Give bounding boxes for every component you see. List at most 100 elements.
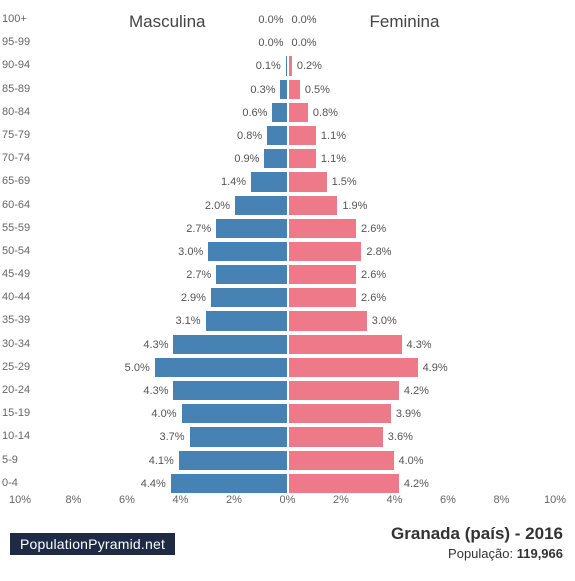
population-value: 119,966 [517, 546, 563, 561]
population-label: População: [448, 546, 517, 561]
pyramid-row: 55-592.7%2.6% [20, 217, 555, 240]
male-value: 4.4% [141, 478, 166, 490]
x-axis: 10%8%6%4%2%0%2%4%6%8%10% [20, 494, 555, 508]
female-bar[interactable] [288, 310, 368, 331]
female-bar[interactable] [288, 32, 290, 53]
population-line: População: 119,966 [391, 546, 563, 561]
male-value: 2.7% [186, 269, 211, 281]
male-value: 4.1% [149, 455, 174, 467]
female-value: 3.6% [388, 431, 413, 443]
male-bar[interactable] [205, 310, 288, 331]
male-bar[interactable] [178, 450, 288, 471]
female-bar[interactable] [288, 426, 384, 447]
female-bar[interactable] [288, 241, 363, 262]
x-axis-tick: 2% [226, 494, 242, 506]
pyramid-row: 0-44.4%4.2% [20, 472, 555, 495]
female-bar[interactable] [288, 125, 317, 146]
male-value: 3.1% [176, 315, 201, 327]
male-bar[interactable] [234, 195, 288, 216]
male-value: 2.0% [205, 200, 230, 212]
female-value: 1.5% [332, 176, 357, 188]
chart-meta: Granada (país) - 2016 População: 119,966 [391, 524, 563, 561]
pyramid-row: 70-740.9%1.1% [20, 147, 555, 170]
female-value: 4.0% [399, 455, 424, 467]
female-bar[interactable] [288, 287, 358, 308]
male-value: 1.4% [221, 176, 246, 188]
x-axis-tick: 2% [333, 494, 349, 506]
site-badge[interactable]: PopulationPyramid.net [10, 533, 175, 555]
female-value: 0.5% [305, 84, 330, 96]
pyramid-row: 25-295.0%4.9% [20, 356, 555, 379]
pyramid-row: 5-94.1%4.0% [20, 449, 555, 472]
female-bar[interactable] [288, 79, 301, 100]
male-bar[interactable] [266, 125, 287, 146]
male-bar[interactable] [263, 148, 287, 169]
male-bar[interactable] [215, 218, 287, 239]
female-value: 0.8% [313, 107, 338, 119]
male-bar[interactable] [215, 264, 287, 285]
male-bar[interactable] [154, 357, 288, 378]
pyramid-row: 50-543.0%2.8% [20, 240, 555, 263]
female-value: 4.2% [404, 385, 429, 397]
female-bar[interactable] [288, 473, 400, 494]
male-bar[interactable] [210, 287, 288, 308]
male-value: 3.0% [178, 246, 203, 258]
female-bar[interactable] [288, 171, 328, 192]
male-bar[interactable] [172, 334, 287, 355]
pyramid-row: 85-890.3%0.5% [20, 78, 555, 101]
pyramid-row: 100+0.0%0.0% [20, 8, 555, 31]
x-axis-tick: 4% [173, 494, 189, 506]
female-bar[interactable] [288, 195, 339, 216]
female-value: 2.6% [361, 223, 386, 235]
female-bar[interactable] [288, 9, 290, 30]
male-bar[interactable] [279, 79, 287, 100]
female-value: 3.0% [372, 315, 397, 327]
female-value: 0.2% [297, 60, 322, 72]
female-bar[interactable] [288, 218, 358, 239]
female-bar[interactable] [288, 264, 358, 285]
female-value: 1.1% [321, 130, 346, 142]
pyramid-row: 10-143.7%3.6% [20, 425, 555, 448]
male-bar[interactable] [250, 171, 287, 192]
male-value: 0.0% [258, 37, 283, 49]
x-axis-tick: 10% [544, 494, 566, 506]
male-bar[interactable] [271, 102, 287, 123]
male-bar[interactable] [189, 426, 288, 447]
female-bar[interactable] [288, 334, 403, 355]
female-value: 0.0% [292, 14, 317, 26]
pyramid-row: 30-344.3%4.3% [20, 333, 555, 356]
female-bar[interactable] [288, 102, 309, 123]
population-pyramid-chart: Masculina Feminina 100+0.0%0.0%95-990.0%… [20, 8, 555, 508]
pyramid-row: 40-442.9%2.6% [20, 286, 555, 309]
male-value: 5.0% [125, 362, 150, 374]
male-bar[interactable] [181, 403, 288, 424]
female-value: 4.3% [407, 339, 432, 351]
female-bar[interactable] [288, 357, 419, 378]
male-value: 0.0% [258, 14, 283, 26]
male-value: 0.9% [234, 153, 259, 165]
male-bar[interactable] [170, 473, 288, 494]
pyramid-row: 75-790.8%1.1% [20, 124, 555, 147]
female-bar[interactable] [288, 380, 400, 401]
pyramid-row: 65-691.4%1.5% [20, 170, 555, 193]
x-axis-tick: 8% [66, 494, 82, 506]
female-bar[interactable] [288, 55, 293, 76]
male-value: 4.3% [143, 385, 168, 397]
female-bar[interactable] [288, 403, 392, 424]
female-value: 3.9% [396, 408, 421, 420]
pyramid-row: 45-492.7%2.6% [20, 263, 555, 286]
male-bar[interactable] [172, 380, 287, 401]
female-bar[interactable] [288, 148, 317, 169]
male-value: 0.1% [256, 60, 281, 72]
pyramid-row: 15-194.0%3.9% [20, 402, 555, 425]
male-value: 4.3% [143, 339, 168, 351]
male-value: 0.3% [250, 84, 275, 96]
male-value: 2.9% [181, 292, 206, 304]
female-value: 2.6% [361, 292, 386, 304]
male-bar[interactable] [207, 241, 287, 262]
x-axis-tick: 6% [440, 494, 456, 506]
x-axis-tick: 6% [119, 494, 135, 506]
female-bar[interactable] [288, 450, 395, 471]
x-axis-tick: 4% [387, 494, 403, 506]
male-value: 0.6% [242, 107, 267, 119]
